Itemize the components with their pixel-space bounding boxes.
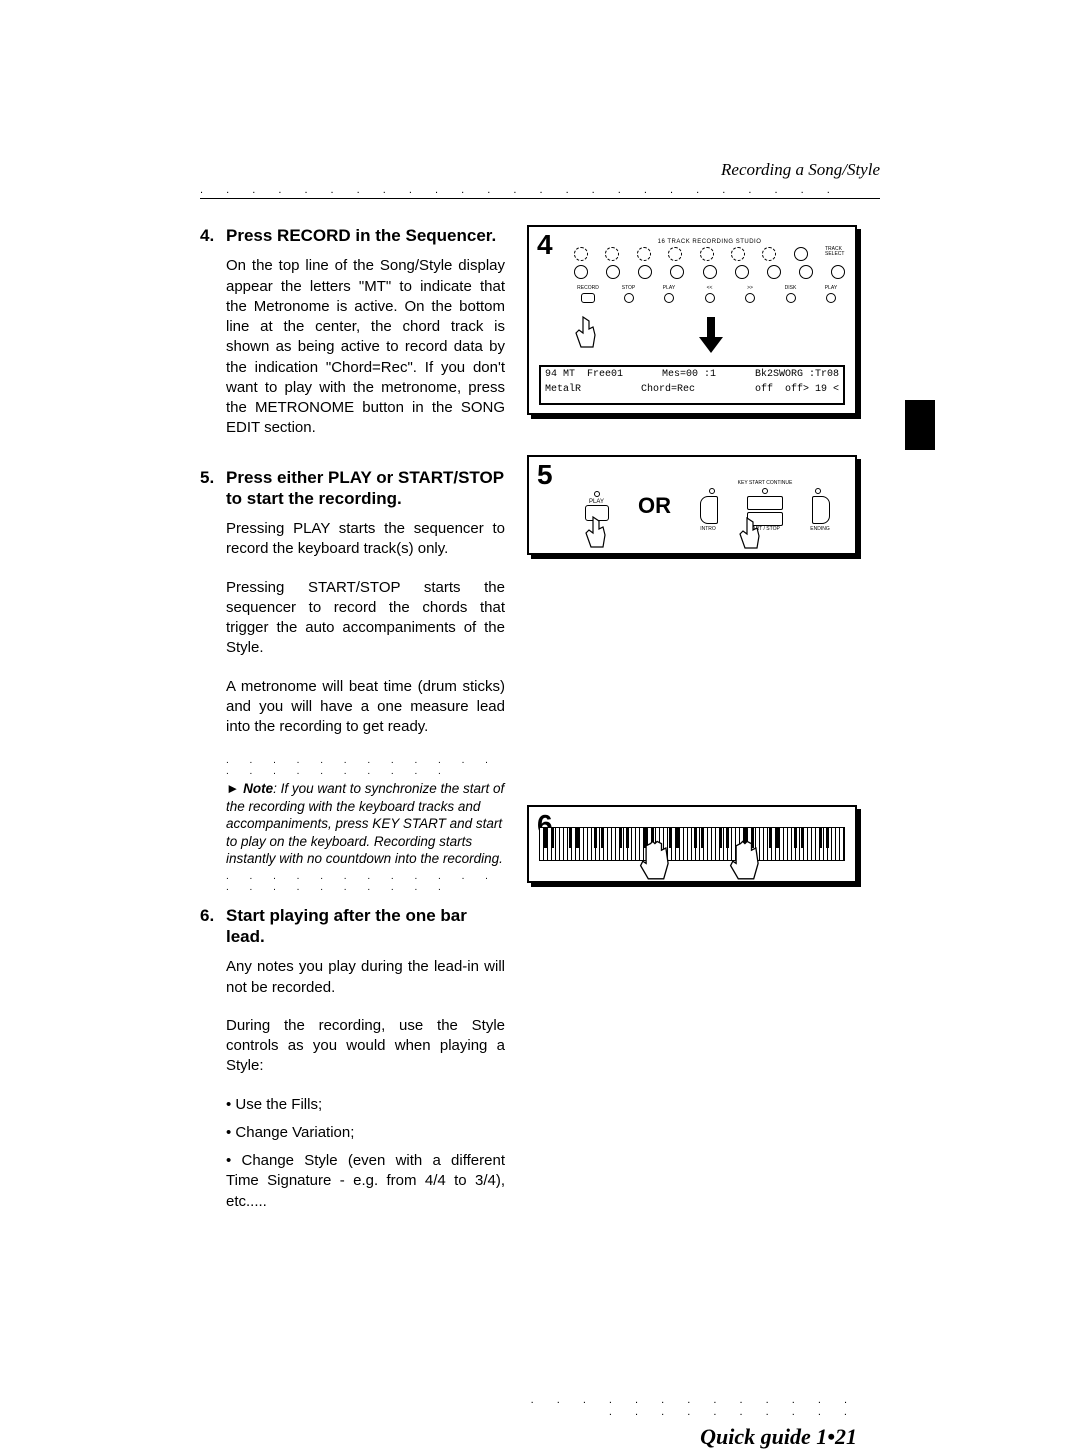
- step-5-heading: 5. Press either PLAY or START/STOP to st…: [200, 467, 505, 510]
- playall-label: PLAY: [825, 285, 837, 291]
- bullet-2: • Change Variation;: [226, 1123, 505, 1143]
- ff-label: >>: [747, 285, 753, 291]
- footer: . . . . . . . . . . . . . . . . . . . . …: [517, 1394, 857, 1450]
- hand-pointer-icon: [735, 516, 765, 556]
- footer-text: Quick guide 1•21: [517, 1424, 857, 1450]
- stop-label: STOP: [622, 285, 636, 291]
- step-5-body-3: A metronome will beat time (drum sticks)…: [226, 677, 505, 738]
- track-button: [574, 247, 588, 261]
- header-rule: [200, 198, 880, 199]
- lcd-bot-mid: Chord=Rec: [641, 384, 695, 395]
- intro-button: [700, 496, 718, 524]
- track-button: [574, 265, 588, 279]
- rew-button: [705, 293, 715, 303]
- step-number: 4.: [200, 225, 226, 246]
- intro-label: INTRO: [700, 526, 716, 532]
- track-button: [638, 265, 652, 279]
- arrow-down-icon: [699, 317, 723, 357]
- track-button: [799, 265, 813, 279]
- play-label: PLAY: [663, 285, 675, 291]
- figure-5: 5 PLAY OR KEY START CONTINUE: [527, 455, 857, 555]
- led-icon: [815, 488, 821, 494]
- led-icon: [709, 488, 715, 494]
- figure-column: 4 16 TRACK RECORDING STUDIO TRACK SELECT: [527, 225, 857, 1220]
- lcd-bot-right: off off> 19 <: [755, 384, 839, 395]
- track-button: [731, 247, 745, 261]
- bullet-3: • Change Style (even with a different Ti…: [226, 1151, 505, 1212]
- step-number: 5.: [200, 467, 226, 510]
- transport-row: RECORD STOP PLAY << >> DISK PLAY: [574, 285, 845, 305]
- step-4-heading: 4. Press RECORD in the Sequencer.: [200, 225, 505, 246]
- note-dots-top: . . . . . . . . . . . . . . . . . . . . …: [226, 755, 505, 777]
- track-row-2: [574, 265, 845, 279]
- track-button: [794, 247, 808, 261]
- track-button: [735, 265, 749, 279]
- step-6-heading: 6. Start playing after the one bar lead.: [200, 905, 505, 948]
- header-dots: . . . . . . . . . . . . . . . . . . . . …: [200, 184, 880, 196]
- disk-button: [786, 293, 796, 303]
- hand-left-icon: [639, 837, 673, 881]
- track-button: [703, 265, 717, 279]
- figure-4-number: 4: [537, 229, 553, 261]
- lcd-display: 94 MT Free01 Mes=00 :1 Bk2SWORG :Tr08 Me…: [539, 365, 845, 405]
- playall-button: [826, 293, 836, 303]
- step-number: 6.: [200, 905, 226, 948]
- step-title: Start playing after the one bar lead.: [226, 905, 505, 948]
- play-label: PLAY: [569, 499, 624, 505]
- led-icon: [762, 488, 768, 494]
- step-6-body-1: Any notes you play during the lead-in wi…: [226, 957, 505, 998]
- track-row-1: TRACK SELECT: [574, 247, 845, 261]
- figure-6: 6: [527, 805, 857, 883]
- track-select-button: [831, 265, 845, 279]
- step-title: Press either PLAY or START/STOP to start…: [226, 467, 505, 510]
- note-dots-bottom: . . . . . . . . . . . . . . . . . . . . …: [226, 871, 505, 893]
- track-select-label: TRACK SELECT: [825, 247, 845, 261]
- play-button: [664, 293, 674, 303]
- step-4-body: On the top line of the Song/Style displa…: [226, 256, 505, 438]
- hand-pointer-icon: [571, 315, 601, 355]
- note-text: ► Note: If you want to synchronize the s…: [226, 780, 505, 868]
- track-button: [767, 265, 781, 279]
- ending-button: [812, 496, 830, 524]
- hand-pointer-icon: [581, 515, 611, 555]
- style-button: [747, 496, 783, 510]
- ending-label: ENDING: [810, 526, 829, 532]
- text-column: 4. Press RECORD in the Sequencer. On the…: [200, 225, 505, 1220]
- track-button: [605, 247, 619, 261]
- step-5-body-2: Pressing START/STOP starts the sequencer…: [226, 578, 505, 659]
- lcd-bot-left: MetalR: [545, 384, 581, 395]
- lcd-top-right: Bk2SWORG :Tr08: [755, 369, 839, 380]
- hand-right-icon: [729, 837, 763, 881]
- or-label: OR: [638, 493, 671, 519]
- studio-title: 16 TRACK RECORDING STUDIO: [574, 239, 845, 245]
- rew-label: <<: [707, 285, 713, 291]
- track-button: [762, 247, 776, 261]
- section-title: Recording a Song/Style: [200, 160, 880, 180]
- lcd-top-left: 94 MT Free01: [545, 369, 623, 380]
- ff-button: [745, 293, 755, 303]
- keyboard-icon: [539, 827, 845, 861]
- style-controls-block: KEY START CONTINUE: [685, 480, 845, 532]
- track-button: [637, 247, 651, 261]
- figure-4: 4 16 TRACK RECORDING STUDIO TRACK SELECT: [527, 225, 857, 415]
- record-label: RECORD: [577, 285, 599, 291]
- disk-label: DISK: [785, 285, 797, 291]
- step-5-body-1: Pressing PLAY starts the sequencer to re…: [226, 519, 505, 560]
- step-title: Press RECORD in the Sequencer.: [226, 225, 496, 246]
- figure-5-number: 5: [537, 459, 553, 491]
- side-tab: [905, 400, 935, 450]
- recording-studio-panel: 16 TRACK RECORDING STUDIO TRACK SELECT: [574, 239, 845, 324]
- track-button: [670, 265, 684, 279]
- track-button: [668, 247, 682, 261]
- step-6-body-2: During the recording, use the Style cont…: [226, 1016, 505, 1077]
- bullet-1: • Use the Fills;: [226, 1095, 505, 1115]
- lcd-top-mid: Mes=00 :1: [662, 369, 716, 380]
- track-button: [700, 247, 714, 261]
- footer-dots: . . . . . . . . . . . . . . . . . . . . …: [517, 1394, 857, 1418]
- key-start-label: KEY START CONTINUE: [685, 480, 845, 486]
- track-button: [606, 265, 620, 279]
- record-button: [581, 293, 595, 303]
- stop-button: [624, 293, 634, 303]
- play-block: PLAY: [569, 491, 624, 521]
